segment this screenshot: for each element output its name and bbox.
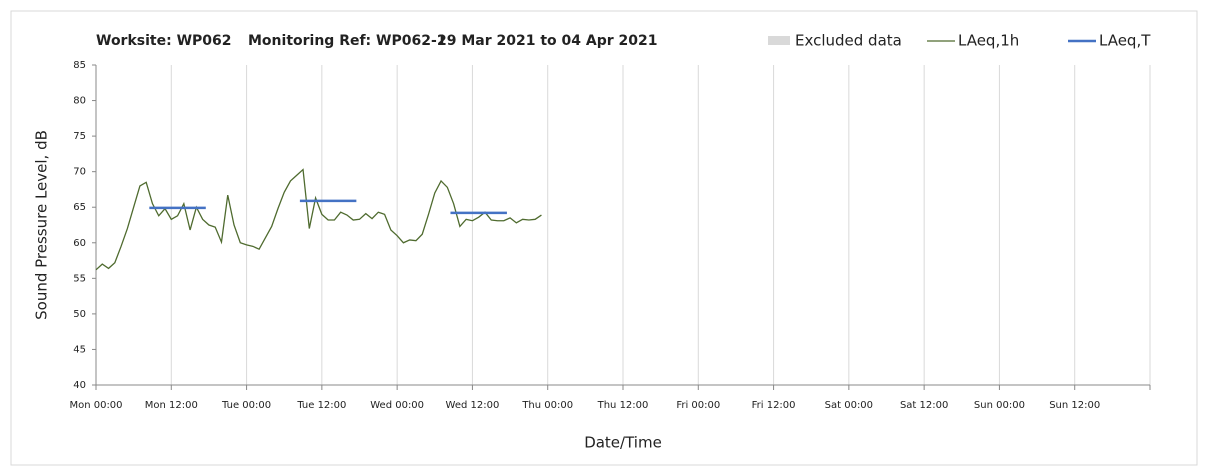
x-tick-label: Sat 12:00 bbox=[900, 400, 948, 411]
x-tick-label: Sun 12:00 bbox=[1049, 400, 1100, 411]
chart-title: Monitoring Ref: WP062-1 bbox=[248, 33, 447, 49]
x-tick-label: Wed 00:00 bbox=[370, 400, 424, 411]
legend-label: LAeq,1h bbox=[958, 32, 1019, 50]
y-tick-label: 70 bbox=[73, 167, 86, 178]
y-tick-label: 50 bbox=[73, 309, 86, 320]
y-tick-label: 40 bbox=[73, 380, 86, 391]
legend-swatch bbox=[768, 36, 790, 45]
chart-title: Worksite: WP062 bbox=[96, 33, 232, 49]
x-tick-label: Mon 00:00 bbox=[69, 400, 122, 411]
y-tick-label: 60 bbox=[73, 238, 86, 249]
line-series bbox=[95, 168, 542, 271]
x-tick-label: Fri 12:00 bbox=[752, 400, 796, 411]
chart-frame bbox=[10, 10, 1198, 466]
chart-title: 29 Mar 2021 to 04 Apr 2021 bbox=[437, 33, 658, 49]
x-tick-label: Tue 12:00 bbox=[296, 400, 346, 411]
x-tick-label: Thu 00:00 bbox=[521, 400, 573, 411]
x-tick-label: Fri 00:00 bbox=[676, 400, 720, 411]
legend-label: LAeq,T bbox=[1099, 32, 1151, 50]
x-tick-label: Sat 00:00 bbox=[825, 400, 873, 411]
x-axis-label: Date/Time bbox=[584, 434, 662, 452]
x-tick-label: Mon 12:00 bbox=[145, 400, 198, 411]
y-tick-label: 65 bbox=[73, 202, 86, 213]
y-tick-label: 80 bbox=[73, 96, 86, 107]
x-tick-label: Sun 00:00 bbox=[974, 400, 1025, 411]
x-tick-label: Thu 12:00 bbox=[597, 400, 649, 411]
y-tick-label: 75 bbox=[73, 131, 86, 142]
y-tick-label: 85 bbox=[73, 60, 86, 71]
legend-label: Excluded data bbox=[795, 32, 902, 50]
y-axis-label: Sound Pressure Level, dB bbox=[33, 130, 51, 320]
x-tick-label: Tue 00:00 bbox=[221, 400, 271, 411]
y-tick-label: 55 bbox=[73, 273, 86, 284]
y-tick-label: 45 bbox=[73, 344, 86, 355]
x-tick-label: Wed 12:00 bbox=[446, 400, 500, 411]
